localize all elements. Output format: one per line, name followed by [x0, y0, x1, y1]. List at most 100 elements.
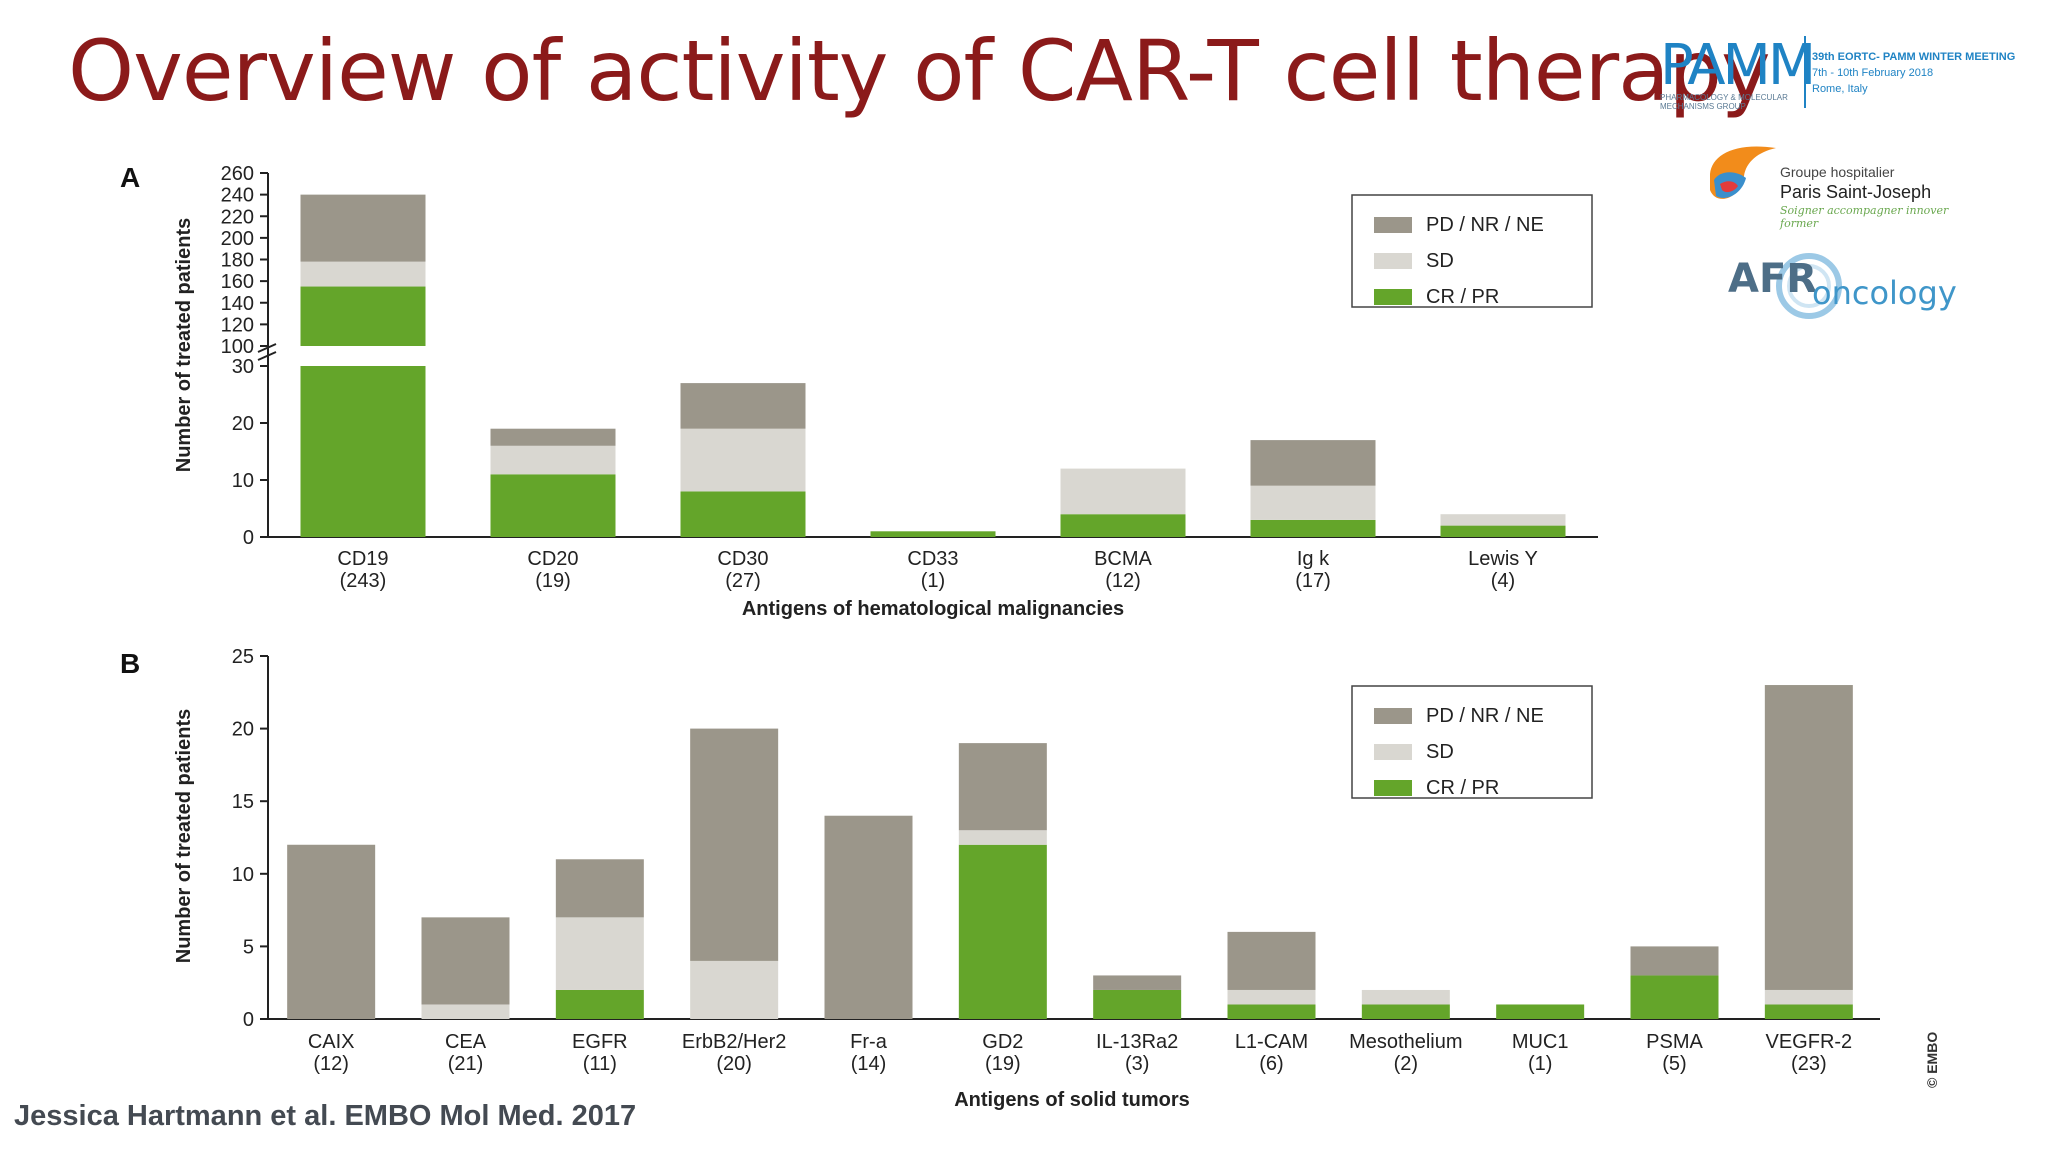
- x-count-label-6: (4): [1491, 570, 1515, 592]
- bar-CD19-SD-upper: [300, 261, 426, 287]
- pamm-logo-word: PAMM: [1660, 33, 1816, 98]
- y-tick-label: 140: [221, 293, 254, 315]
- bar-Mesothelium-SD: [1361, 989, 1450, 1005]
- bar-PSMA-PD / NR / NE: [1630, 946, 1719, 976]
- x-count-label-2: (11): [583, 1053, 617, 1075]
- psj-line3: Soigner accompagner innover former: [1780, 204, 1949, 230]
- bar-CEA-PD / NR / NE: [421, 917, 510, 1005]
- pamm-logo-subtitle: PHARMACOLOGY & MOLECULAR MECHANISMS GROU…: [1660, 93, 1788, 111]
- bar-Ig k-CR / PR: [1250, 519, 1376, 537]
- legend-label-a-1: SD: [1426, 250, 1454, 272]
- legend-label-b-2: CR / PR: [1426, 777, 1499, 799]
- bar-Ig k-SD: [1250, 485, 1376, 520]
- y-tick-label: 5: [243, 936, 254, 958]
- y-tick-label: 0: [243, 1009, 254, 1031]
- y-tick-label: 25: [232, 646, 254, 668]
- y-tick-label: 180: [221, 250, 254, 272]
- citation: Jessica Hartmann et al. EMBO Mol Med. 20…: [14, 1100, 637, 1132]
- bar-MUC1-CR / PR: [1496, 1004, 1585, 1019]
- bar-GD2-CR / PR: [958, 844, 1047, 1019]
- psj-logo-icon: [1710, 146, 1776, 199]
- y-tick-label: 30: [232, 356, 254, 378]
- y-tick-label: 200: [221, 228, 254, 250]
- x-count-label-7: (6): [1259, 1053, 1283, 1075]
- bar-CD19-PD / NR / NE-upper: [300, 194, 426, 262]
- axis-break-mark: [257, 343, 277, 353]
- bar-IL-13Ra2-CR / PR: [1093, 989, 1182, 1019]
- panel-a-letter: A: [120, 162, 141, 193]
- x-count-label-6: (3): [1125, 1053, 1149, 1075]
- bar-CD30-CR / PR: [680, 491, 806, 537]
- meeting-dates: 7th - 10th February 2018: [1812, 66, 1934, 79]
- y-tick-label: 10: [232, 470, 254, 492]
- bar-CD19-CR / PR: [300, 366, 426, 537]
- x-count-label-3: (1): [921, 570, 945, 592]
- psj-logo: Groupe hospitalier Paris Saint-Joseph So…: [1706, 134, 1976, 230]
- bar-Ig k-PD / NR / NE: [1250, 440, 1376, 486]
- y-tick-label: 100: [221, 336, 254, 358]
- afr-logo-text: AFR: [1728, 256, 1818, 302]
- x-tick-label-3: CD33: [907, 548, 958, 570]
- bar-VEGFR-2-CR / PR: [1764, 1004, 1853, 1019]
- y-tick-label: 260: [221, 163, 254, 185]
- bar-L1-CAM-SD: [1227, 989, 1316, 1005]
- bar-BCMA-SD: [1060, 468, 1186, 515]
- bar-VEGFR-2-SD: [1764, 989, 1853, 1005]
- pamm-divider: [1804, 36, 1806, 108]
- legend-swatch-0: [1374, 217, 1412, 233]
- x-axis-label-a: Antigens of hematological malignancies: [742, 598, 1124, 620]
- x-count-label-11: (23): [1791, 1053, 1827, 1075]
- bar-CD30-SD: [680, 428, 806, 492]
- legend-label-b-1: SD: [1426, 741, 1454, 763]
- y-tick-label: 20: [232, 413, 254, 435]
- bar-CAIX-PD / NR / NE: [287, 844, 376, 1019]
- x-count-label-5: (19): [985, 1053, 1021, 1075]
- x-tick-label-6: Lewis Y: [1468, 548, 1538, 570]
- copyright-credit: © EMBO: [1924, 1031, 1940, 1088]
- bar-IL-13Ra2-PD / NR / NE: [1093, 975, 1182, 990]
- x-tick-label-1: CEA: [445, 1031, 487, 1053]
- panel-b-letter: B: [120, 648, 141, 679]
- afr-swirl-icon: [1776, 253, 1842, 319]
- x-tick-label-8: Mesothelium: [1349, 1031, 1462, 1053]
- x-count-label-8: (2): [1394, 1053, 1418, 1075]
- x-tick-label-1: CD20: [527, 548, 578, 570]
- x-count-label-0: (243): [340, 570, 387, 592]
- pamm-meeting-info: 39th EORTC- PAMM WINTER MEETING 7th - 10…: [1812, 50, 2042, 98]
- x-tick-label-0: CAIX: [308, 1031, 355, 1053]
- x-axis-label-b: Antigens of solid tumors: [954, 1089, 1190, 1111]
- bar-EGFR-CR / PR: [555, 989, 644, 1019]
- x-count-label-3: (20): [716, 1053, 752, 1075]
- bar-PSMA-CR / PR: [1630, 975, 1719, 1019]
- axis-break-mark: [257, 351, 277, 361]
- legend-swatch-1: [1374, 744, 1412, 760]
- x-tick-label-5: GD2: [982, 1031, 1023, 1053]
- bar-CEA-SD: [421, 1004, 510, 1019]
- meeting-place: Rome, Italy: [1812, 82, 1868, 95]
- legend-label-a-0: PD / NR / NE: [1426, 214, 1544, 236]
- y-tick-label: 160: [221, 271, 254, 293]
- bar-GD2-PD / NR / NE: [958, 743, 1047, 831]
- y-tick-label: 10: [232, 864, 254, 886]
- bar-EGFR-PD / NR / NE: [555, 859, 644, 918]
- x-tick-label-4: Fr-a: [850, 1031, 888, 1053]
- bar-CD20-CR / PR: [490, 474, 616, 537]
- bar-GD2-SD: [958, 830, 1047, 845]
- psj-line2: Paris Saint-Joseph: [1780, 182, 1932, 202]
- bar-CD19-CR / PR-upper: [300, 286, 426, 346]
- legend-swatch-0: [1374, 708, 1412, 724]
- x-tick-label-9: MUC1: [1512, 1031, 1569, 1053]
- legend-label-a-2: CR / PR: [1426, 286, 1499, 308]
- x-tick-label-4: BCMA: [1094, 548, 1152, 570]
- legend-swatch-1: [1374, 253, 1412, 269]
- bar-Fr-a-PD / NR / NE: [824, 815, 913, 1019]
- x-tick-label-10: PSMA: [1646, 1031, 1703, 1053]
- bar-CD30-PD / NR / NE: [680, 383, 806, 429]
- x-tick-label-2: EGFR: [572, 1031, 628, 1053]
- bar-VEGFR-2-PD / NR / NE: [1764, 685, 1853, 990]
- x-count-label-5: (17): [1295, 570, 1331, 592]
- y-axis-label-a: Number of treated patients: [173, 218, 195, 472]
- y-tick-label: 0: [243, 527, 254, 549]
